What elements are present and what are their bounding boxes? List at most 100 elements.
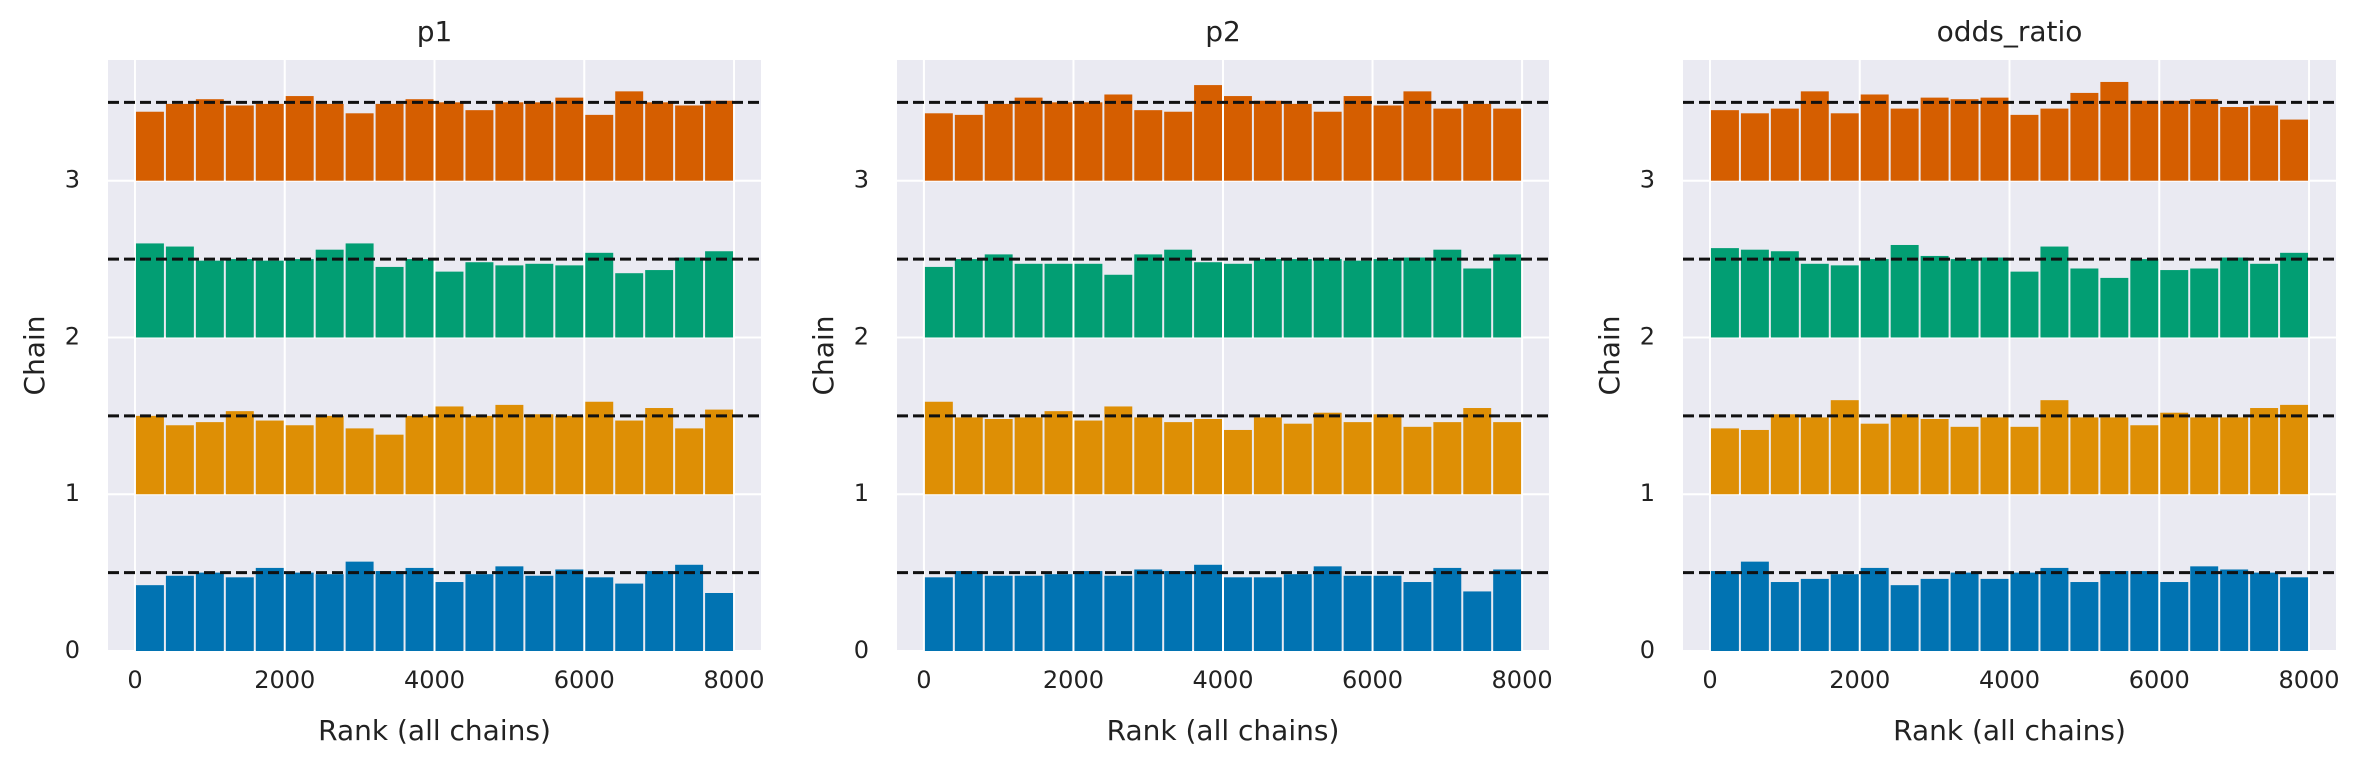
rank-bar [285,425,314,495]
rank-bar [1740,249,1769,338]
rank-bar [1134,110,1163,181]
x-tick-label: 6000 [2129,666,2190,694]
rank-bar [1044,263,1073,338]
rank-bar [405,99,434,181]
rank-bar [954,417,983,495]
y-tick-label: 2 [854,322,869,350]
rank-bar [675,257,704,338]
x-tick-label: 4000 [1192,666,1253,694]
rank-bar [2100,571,2129,651]
rank-bar [345,243,374,338]
rank-bar [1313,259,1342,338]
x-axis-label: Rank (all chains) [318,714,551,747]
rank-bar [1463,268,1492,338]
rank-bar [285,572,314,651]
rank-bar [1194,85,1222,181]
rank-bar [984,254,1013,338]
rank-bar [2190,417,2219,495]
rank-bar [1860,567,1889,651]
rank-bar [2220,257,2249,338]
x-axis-label: Rank (all chains) [1107,714,1340,747]
rank-bar [375,434,404,495]
rank-bar [1950,99,1979,181]
rank-bar [1463,103,1492,181]
rank-bar [555,97,584,181]
rank-bar [1800,417,1829,495]
rank-bar [2220,107,2249,181]
rank-bar [1194,418,1222,495]
rank-bar [645,571,674,651]
rank-bar [2040,246,2069,338]
rank-bar [2070,417,2099,495]
rank-bar [1283,259,1312,338]
rank-bar [1253,259,1282,338]
x-tick-label: 0 [1702,666,1717,694]
rank-bar [495,404,524,495]
rank-bar [375,571,404,651]
y-tick-label: 1 [65,479,80,507]
rank-bar [1373,575,1402,651]
y-tick-label: 3 [854,166,869,194]
rank-bar [1253,417,1282,495]
rank-bar [2010,114,2039,181]
y-tick-label: 3 [65,166,80,194]
rank-bar [924,113,953,181]
rank-bar [924,577,953,651]
panel: 0 2000 4000 6000 8000 0 1 2 3 p1 Rank (all chains)… [18,15,765,747]
rank-bar [2070,268,2099,338]
rank-bar [135,243,164,338]
rank-bar [2160,582,2189,651]
rank-bar [375,266,404,338]
rank-bar [1800,578,1829,651]
rank-bar [1313,412,1342,495]
rank-bar [954,114,983,181]
rank-bar [1493,569,1522,651]
rank-bar [1890,108,1919,181]
rank-bar [195,422,224,495]
x-tick-label: 4000 [1979,666,2040,694]
panel: 0 2000 4000 6000 8000 0 1 2 3 p2 Rank (all chains)… [807,15,1553,747]
rank-bar [2010,271,2039,338]
rank-bar [225,259,254,338]
rank-bar [555,569,584,651]
rank-bar [255,260,284,338]
rank-bar [1373,105,1402,181]
panel: 0 2000 4000 6000 8000 0 1 2 3 odds_ratio Rank (all… [1593,15,2340,747]
rank-bar [1044,411,1073,495]
y-axis-label: Chain [1593,316,1626,396]
rank-bar [165,246,194,338]
rank-bar [285,96,314,181]
rank-bar [1403,257,1432,338]
rank-bar [1740,429,1769,495]
rank-bar [2130,425,2159,495]
rank-bar [1770,414,1799,495]
rank-bar [2070,582,2099,651]
rank-bar [1433,108,1462,181]
rank-bar [1224,263,1252,338]
x-tick-label: 8000 [2279,666,2340,694]
rank-bar [2010,426,2039,495]
rank-bar [555,415,584,495]
rank-bar [984,418,1013,495]
rank-bar [495,566,524,651]
rank-bar [1343,260,1372,338]
rank-bar [1770,108,1799,181]
rank-bar [2010,572,2039,651]
rank-bar [1074,571,1103,651]
rank-bar [2280,119,2309,181]
rank-bar [1313,566,1342,651]
rank-bar [1800,91,1829,181]
rank-bar [135,585,164,651]
rank-bar [1343,575,1372,651]
rank-bar [2040,108,2069,181]
rank-bar [525,414,554,495]
rank-bar [615,583,644,651]
x-tick-label: 2000 [1829,666,1890,694]
rank-bar [2250,408,2279,495]
rank-bar [1044,102,1073,181]
panel-title: p1 [417,15,453,48]
rank-bar [225,411,254,495]
rank-bar [2220,569,2249,651]
rank-bar [1860,94,1889,181]
